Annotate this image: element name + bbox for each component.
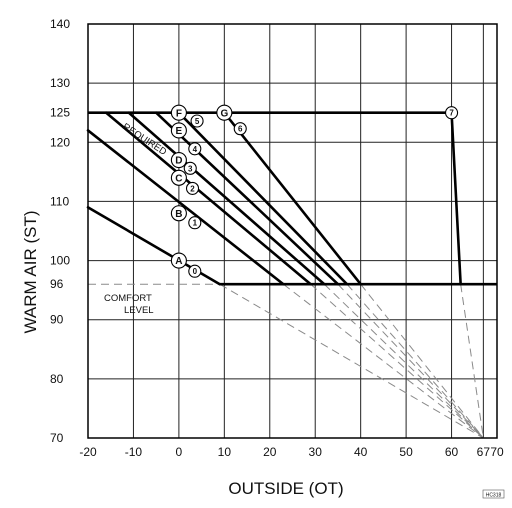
marker-circle-1: [188, 216, 202, 230]
x-tick-label: 60: [445, 445, 459, 459]
x-tick-label: 30: [309, 445, 323, 459]
x-tick-label: 0: [176, 445, 183, 459]
marker-circle-E: [170, 122, 187, 139]
marker-circle-6: [233, 122, 247, 136]
marker-circle-0: [188, 264, 202, 278]
marker-label-G: G: [220, 108, 228, 119]
marker-circle-G: [216, 104, 233, 121]
series-line-G: [223, 111, 362, 286]
series-lines: [86, 111, 497, 286]
marker-label-4: 4: [193, 145, 198, 154]
y-tick-label: 70: [50, 431, 64, 445]
marker-circle-B: [170, 205, 187, 222]
series-line-C: [104, 111, 312, 286]
marker-label-A: A: [175, 256, 182, 267]
x-tick-label: 67: [477, 445, 491, 459]
marker-label-C: C: [175, 173, 182, 184]
marker-circle-D: [170, 151, 187, 169]
x-tick-label: 70: [490, 445, 504, 459]
y-tick-label: 110: [50, 194, 69, 208]
grid: [88, 24, 497, 438]
series-line-D: [127, 111, 326, 286]
convergence-dash-E: [337, 283, 484, 439]
x-axis-title: OUTSIDE (OT): [228, 479, 343, 498]
y-tick-label: 90: [50, 313, 64, 327]
marker-label-F: F: [176, 108, 182, 119]
y-tick-label: 96: [50, 277, 64, 291]
marker-circle-F: [170, 104, 187, 121]
corner-code: HC318: [486, 493, 502, 499]
series-line-B: [86, 129, 285, 286]
marker-label-E: E: [176, 126, 183, 137]
marker-label-1: 1: [193, 219, 198, 228]
marker-label-2: 2: [190, 184, 195, 193]
x-tick-label: 20: [263, 445, 277, 459]
marker-circle-7: [445, 106, 459, 120]
series-line-E: [154, 111, 340, 286]
marker-circle-4: [188, 142, 202, 156]
plot-border: [87, 23, 498, 439]
corner-code-box: [482, 489, 505, 499]
series-line-7: [450, 111, 462, 286]
y-tick-label: 130: [50, 76, 70, 90]
marker-label-D: D: [175, 156, 182, 167]
marker-circle-3: [183, 161, 197, 175]
marker-circle-C: [170, 169, 187, 186]
x-tick-label: -20: [79, 445, 97, 459]
y-tick-label: 120: [50, 135, 70, 149]
marker-label-7: 7: [449, 109, 454, 118]
convergence-dash-A: [219, 283, 484, 439]
y-tick-label: 125: [50, 106, 70, 120]
marker-circle-5: [190, 114, 204, 128]
marker-circle-2: [185, 181, 200, 195]
y-tick-label: 80: [50, 372, 64, 386]
comfort-level-line2: LEVEL: [124, 305, 154, 316]
x-tick-label: 50: [399, 445, 413, 459]
x-tick-label: 10: [218, 445, 232, 459]
tick-labels: -20 -10 0 10 20 30 40 50 60 67 7070809096100110120…: [50, 17, 504, 459]
convergence-dashes: [88, 283, 484, 439]
line-markers: A B CD EF G 0 1 2 3 4 5 6 7: [170, 104, 459, 278]
convergence-dash-F: [346, 283, 484, 439]
marker-label-B: B: [175, 209, 182, 220]
x-tick-label: 40: [354, 445, 368, 459]
marker-circle-A: [170, 252, 187, 269]
marker-label-0: 0: [193, 267, 198, 276]
plot-frame: [87, 23, 498, 439]
convergence-dash-B: [283, 283, 484, 439]
y-tick-label: 100: [50, 254, 70, 268]
series-line-F: [177, 111, 349, 286]
x-tick-label: -10: [125, 445, 143, 459]
y-tick-label: 140: [50, 17, 70, 31]
convergence-dash-G: [360, 283, 484, 439]
comfort-level-line1: COMFORT: [104, 293, 152, 304]
y-axis-title: WARM AIR (ST): [21, 210, 40, 333]
marker-label-3: 3: [188, 164, 193, 173]
marker-label-6: 6: [238, 125, 243, 134]
convergence-dash-D: [323, 283, 484, 439]
marker-label-5: 5: [195, 117, 200, 126]
